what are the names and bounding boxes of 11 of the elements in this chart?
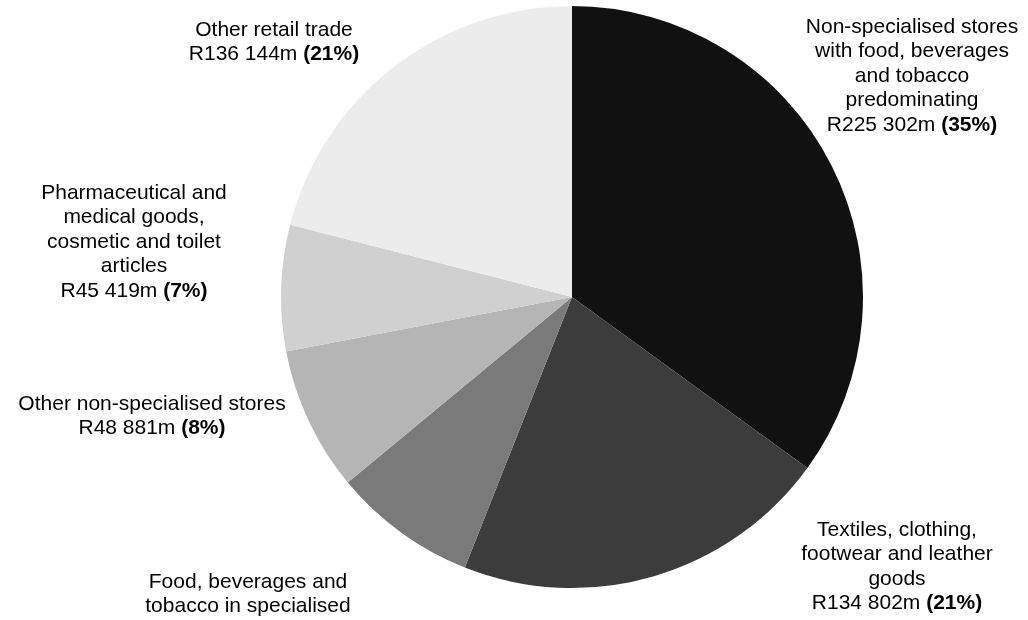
slice-label: Other retail trade (195, 16, 353, 40)
data-label: R136 144m (21%) (188, 41, 360, 65)
category-label: Food, beverages and tobacco in specialised (145, 568, 351, 617)
category-label: Pharmaceutical and medical goods, cosmetic and toilet articles (41, 179, 227, 277)
data-label: R225 302m (35%) (826, 111, 998, 135)
category-label: Non-specialised stores with food, beverages and tobacco predominating (805, 13, 1019, 111)
data-label: R45 419m (7%) (60, 277, 208, 301)
data-label: R48 881m (8%) (78, 415, 226, 439)
data-label: R134 802m (21%) (811, 590, 983, 614)
slice-label: Other non-specialised stores (18, 390, 286, 414)
slice-label: Textiles, clothing, footwear and leather goods (801, 516, 993, 589)
